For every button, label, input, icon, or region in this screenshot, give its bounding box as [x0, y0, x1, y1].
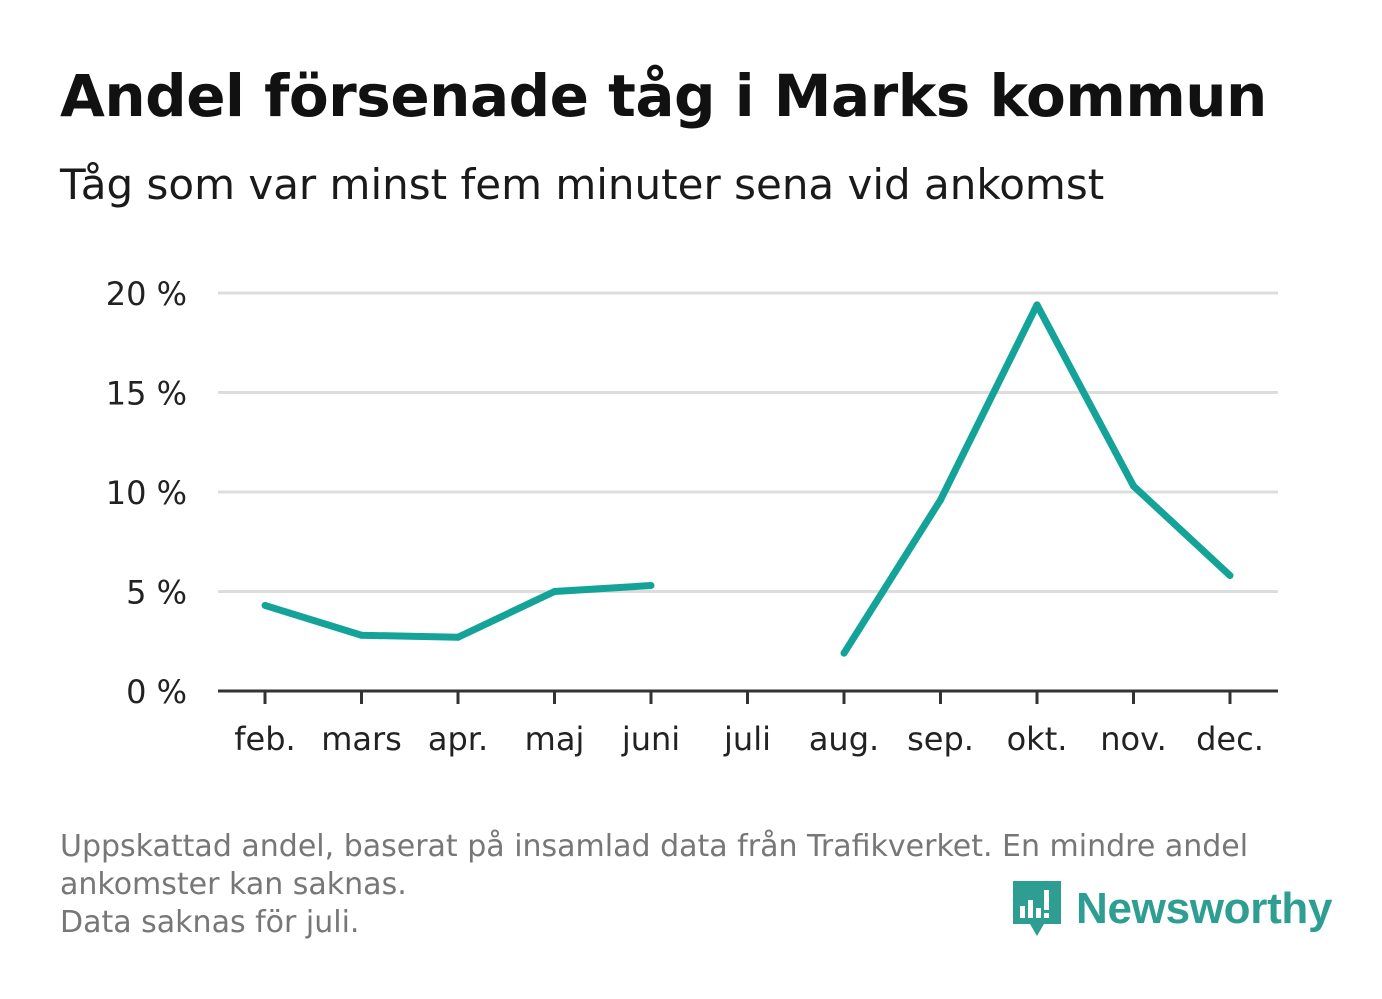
x-tick-label: maj	[525, 720, 585, 758]
data-point	[840, 649, 848, 657]
newsworthy-logo-text: Newsworthy	[1076, 884, 1333, 933]
x-tick-label: juni	[621, 720, 680, 758]
newsworthy-chart-icon	[1013, 881, 1061, 936]
data-point	[261, 601, 269, 609]
data-point	[358, 631, 365, 639]
data-point	[454, 633, 462, 641]
x-tick-label: sep.	[907, 720, 974, 758]
y-tick-label: 10 %	[106, 474, 187, 512]
series-line-segment-1	[263, 582, 652, 641]
x-tick-label: mars	[321, 720, 402, 758]
footnote-line-3: Data saknas för juli.	[60, 905, 360, 940]
data-point	[937, 496, 944, 504]
chart-title: Andel försenade tåg i Marks kommun	[60, 62, 1267, 130]
x-tick-label: okt.	[1007, 720, 1068, 758]
data-point	[551, 588, 558, 595]
y-tick-label: 15 %	[106, 375, 187, 413]
data-point	[1033, 301, 1041, 309]
series-line-segment-2	[841, 301, 1233, 656]
x-tick-label: juli	[723, 720, 771, 758]
x-tick-label: apr.	[428, 720, 488, 758]
newsworthy-logo: Newsworthy	[1010, 878, 1332, 940]
x-tick-label: aug.	[809, 720, 879, 758]
y-tick-label: 5 %	[126, 574, 187, 612]
chart-subtitle: Tåg som var minst fem minuter sena vid a…	[60, 160, 1105, 209]
footnote-line-2: ankomster kan saknas.	[60, 867, 407, 902]
y-tick-label: 0 %	[126, 673, 187, 711]
footnote: Uppskattad andel, baserat på insamlad da…	[60, 828, 1320, 942]
data-point	[1226, 572, 1234, 580]
x-tick-label: dec.	[1196, 720, 1264, 758]
footnote-line-1: Uppskattad andel, baserat på insamlad da…	[60, 829, 1249, 864]
x-tick-label: feb.	[234, 720, 295, 758]
x-tick-label: nov.	[1100, 720, 1166, 758]
data-point	[1130, 482, 1137, 490]
data-point	[647, 582, 655, 590]
y-tick-label: 20 %	[106, 275, 187, 313]
